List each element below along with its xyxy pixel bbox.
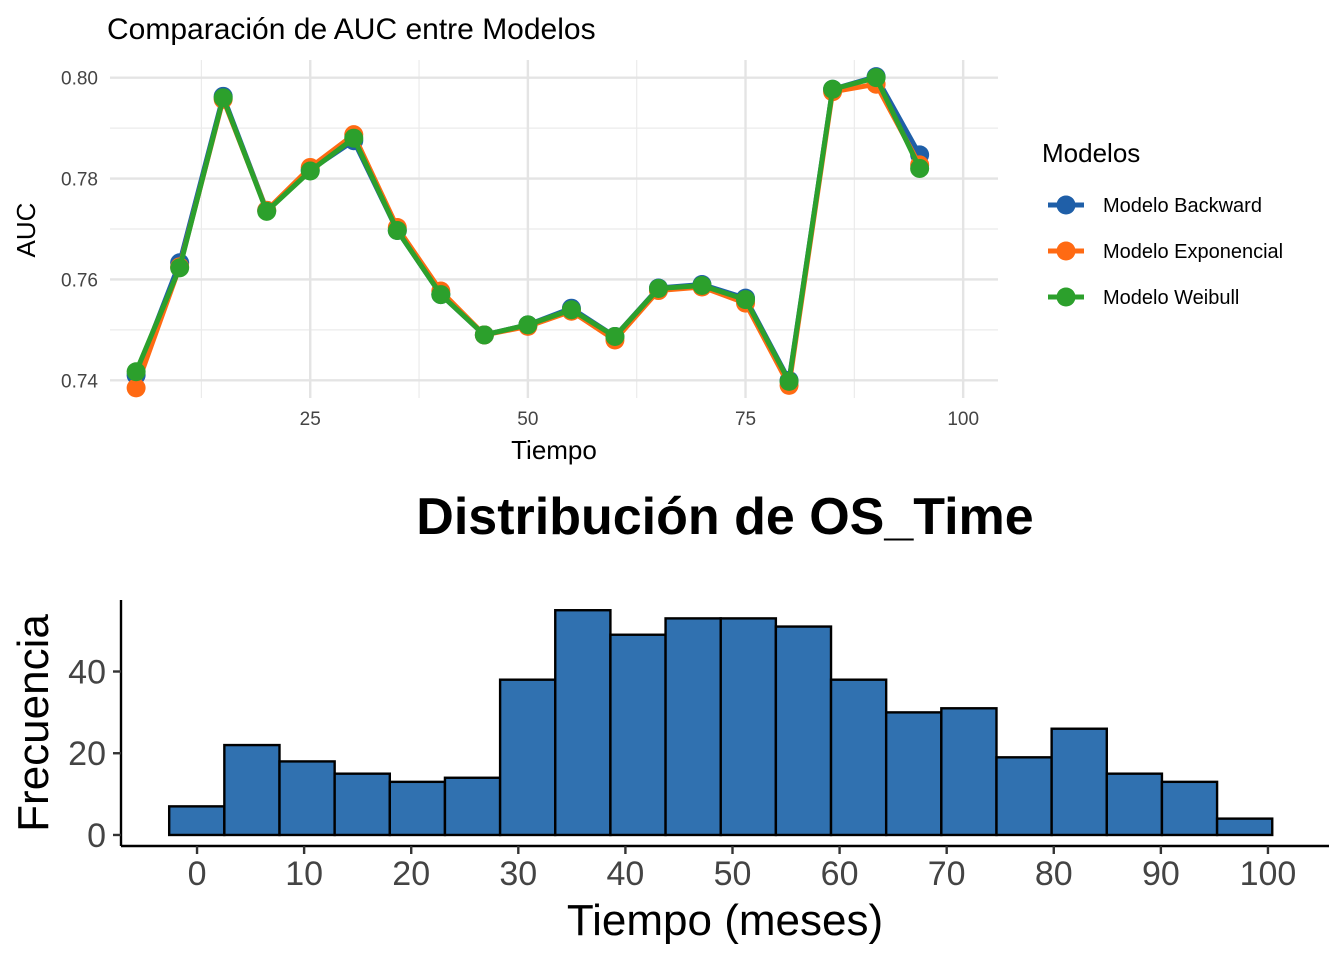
histogram-x-tick-label: 90 bbox=[1142, 855, 1180, 893]
legend-label: Modelo Weibull bbox=[1103, 287, 1239, 309]
legend-label: Modelo Backward bbox=[1103, 195, 1262, 217]
histogram-bar bbox=[223, 743, 281, 837]
histogram-bar bbox=[554, 609, 612, 837]
histogram-x-tick-label: 0 bbox=[188, 855, 207, 893]
histogram-x-tick-label: 40 bbox=[606, 855, 644, 893]
data-point bbox=[605, 326, 625, 346]
auc-y-tick-label: 0.78 bbox=[61, 170, 98, 191]
data-point bbox=[866, 68, 886, 88]
data-point bbox=[692, 276, 712, 296]
histogram-title: Distribución de OS_Time bbox=[416, 488, 1033, 546]
histogram-bar bbox=[884, 711, 943, 837]
histogram-x-tick-label: 10 bbox=[285, 855, 323, 893]
legend-item: Modelo Exponencial bbox=[1048, 241, 1283, 263]
histogram-y-tick-label: 20 bbox=[68, 735, 106, 773]
auc-y-tick-label: 0.74 bbox=[61, 371, 98, 392]
histogram-bar bbox=[1050, 727, 1108, 837]
histogram-axes: 0 10 20 30 40 50 60 70 80 90 100 0 20 40 bbox=[68, 600, 1329, 893]
legend-title: Modelos bbox=[1042, 138, 1140, 168]
auc-y-tick-label: 0.80 bbox=[61, 69, 98, 90]
data-point bbox=[213, 88, 233, 108]
data-point bbox=[431, 285, 451, 305]
data-point bbox=[170, 258, 190, 278]
histogram-x-tick-label: 50 bbox=[714, 855, 752, 893]
histogram-x-tick-label: 100 bbox=[1240, 855, 1297, 893]
legend-marker bbox=[1056, 287, 1076, 307]
auc-chart-axes: 25 50 75 100 0.74 0.76 0.78 0.80 bbox=[61, 69, 979, 430]
histogram-y-tick-label: 40 bbox=[68, 654, 106, 692]
data-point bbox=[518, 315, 538, 335]
histogram-x-tick-label: 20 bbox=[392, 855, 430, 893]
histogram-bar bbox=[719, 617, 778, 837]
auc-x-tick-label: 25 bbox=[300, 409, 321, 430]
histogram-bar bbox=[498, 678, 557, 837]
data-point bbox=[561, 300, 581, 320]
auc-chart-legend: Modelos Modelo Backward Modelo Exponencia… bbox=[1042, 138, 1283, 309]
histogram-bar bbox=[1160, 780, 1219, 837]
series-modelo-weibull bbox=[126, 68, 930, 391]
histogram-bar bbox=[995, 756, 1053, 837]
histogram-bars bbox=[167, 609, 1274, 837]
histogram-bar bbox=[333, 772, 392, 837]
histogram-bar bbox=[1105, 772, 1164, 837]
data-point bbox=[344, 128, 364, 148]
data-point bbox=[474, 325, 494, 345]
auc-x-tick-label: 75 bbox=[735, 409, 756, 430]
data-point bbox=[300, 161, 320, 181]
auc-x-tick-label: 50 bbox=[517, 409, 538, 430]
auc-chart-grid bbox=[110, 60, 998, 398]
histogram-x-tick-label: 80 bbox=[1035, 855, 1073, 893]
legend-item: Modelo Backward bbox=[1048, 195, 1262, 217]
histogram-bar bbox=[167, 805, 226, 837]
data-point bbox=[823, 79, 843, 99]
histogram-x-tick-label: 30 bbox=[499, 855, 537, 893]
data-point bbox=[126, 362, 146, 382]
data-point bbox=[779, 371, 799, 391]
auc-x-tick-label: 100 bbox=[947, 409, 979, 430]
histogram-y-tick-label: 0 bbox=[87, 817, 106, 855]
histogram-x-tick-label: 60 bbox=[821, 855, 859, 893]
auc-chart-series bbox=[126, 67, 930, 398]
histogram-ylabel: Frecuencia bbox=[9, 614, 58, 832]
histogram-x-tick-label: 70 bbox=[928, 855, 966, 893]
histogram-bar bbox=[829, 678, 888, 837]
histogram-xlabel: Tiempo (meses) bbox=[567, 896, 883, 945]
histogram-bar bbox=[388, 780, 447, 837]
histogram-bar bbox=[443, 776, 502, 837]
data-point bbox=[257, 201, 277, 221]
histogram-bar bbox=[278, 760, 336, 837]
histogram-bar bbox=[774, 625, 833, 837]
legend-marker bbox=[1056, 195, 1076, 215]
auc-chart-title: Comparación de AUC entre Modelos bbox=[107, 13, 596, 46]
auc-y-tick-label: 0.76 bbox=[61, 270, 98, 291]
auc-chart-ylabel: AUC bbox=[11, 203, 41, 258]
legend-item: Modelo Weibull bbox=[1048, 287, 1239, 309]
histogram-bar bbox=[664, 617, 722, 837]
legend-label: Modelo Exponencial bbox=[1103, 241, 1283, 263]
legend-marker bbox=[1056, 241, 1076, 261]
histogram-bar bbox=[1215, 817, 1274, 837]
data-point bbox=[736, 290, 756, 310]
auc-chart-xlabel: Tiempo bbox=[511, 435, 597, 465]
histogram-bar bbox=[609, 633, 667, 837]
data-point bbox=[910, 158, 930, 178]
data-point bbox=[126, 378, 146, 398]
data-point bbox=[387, 221, 407, 241]
histogram-bar bbox=[940, 707, 998, 837]
data-point bbox=[648, 279, 668, 299]
